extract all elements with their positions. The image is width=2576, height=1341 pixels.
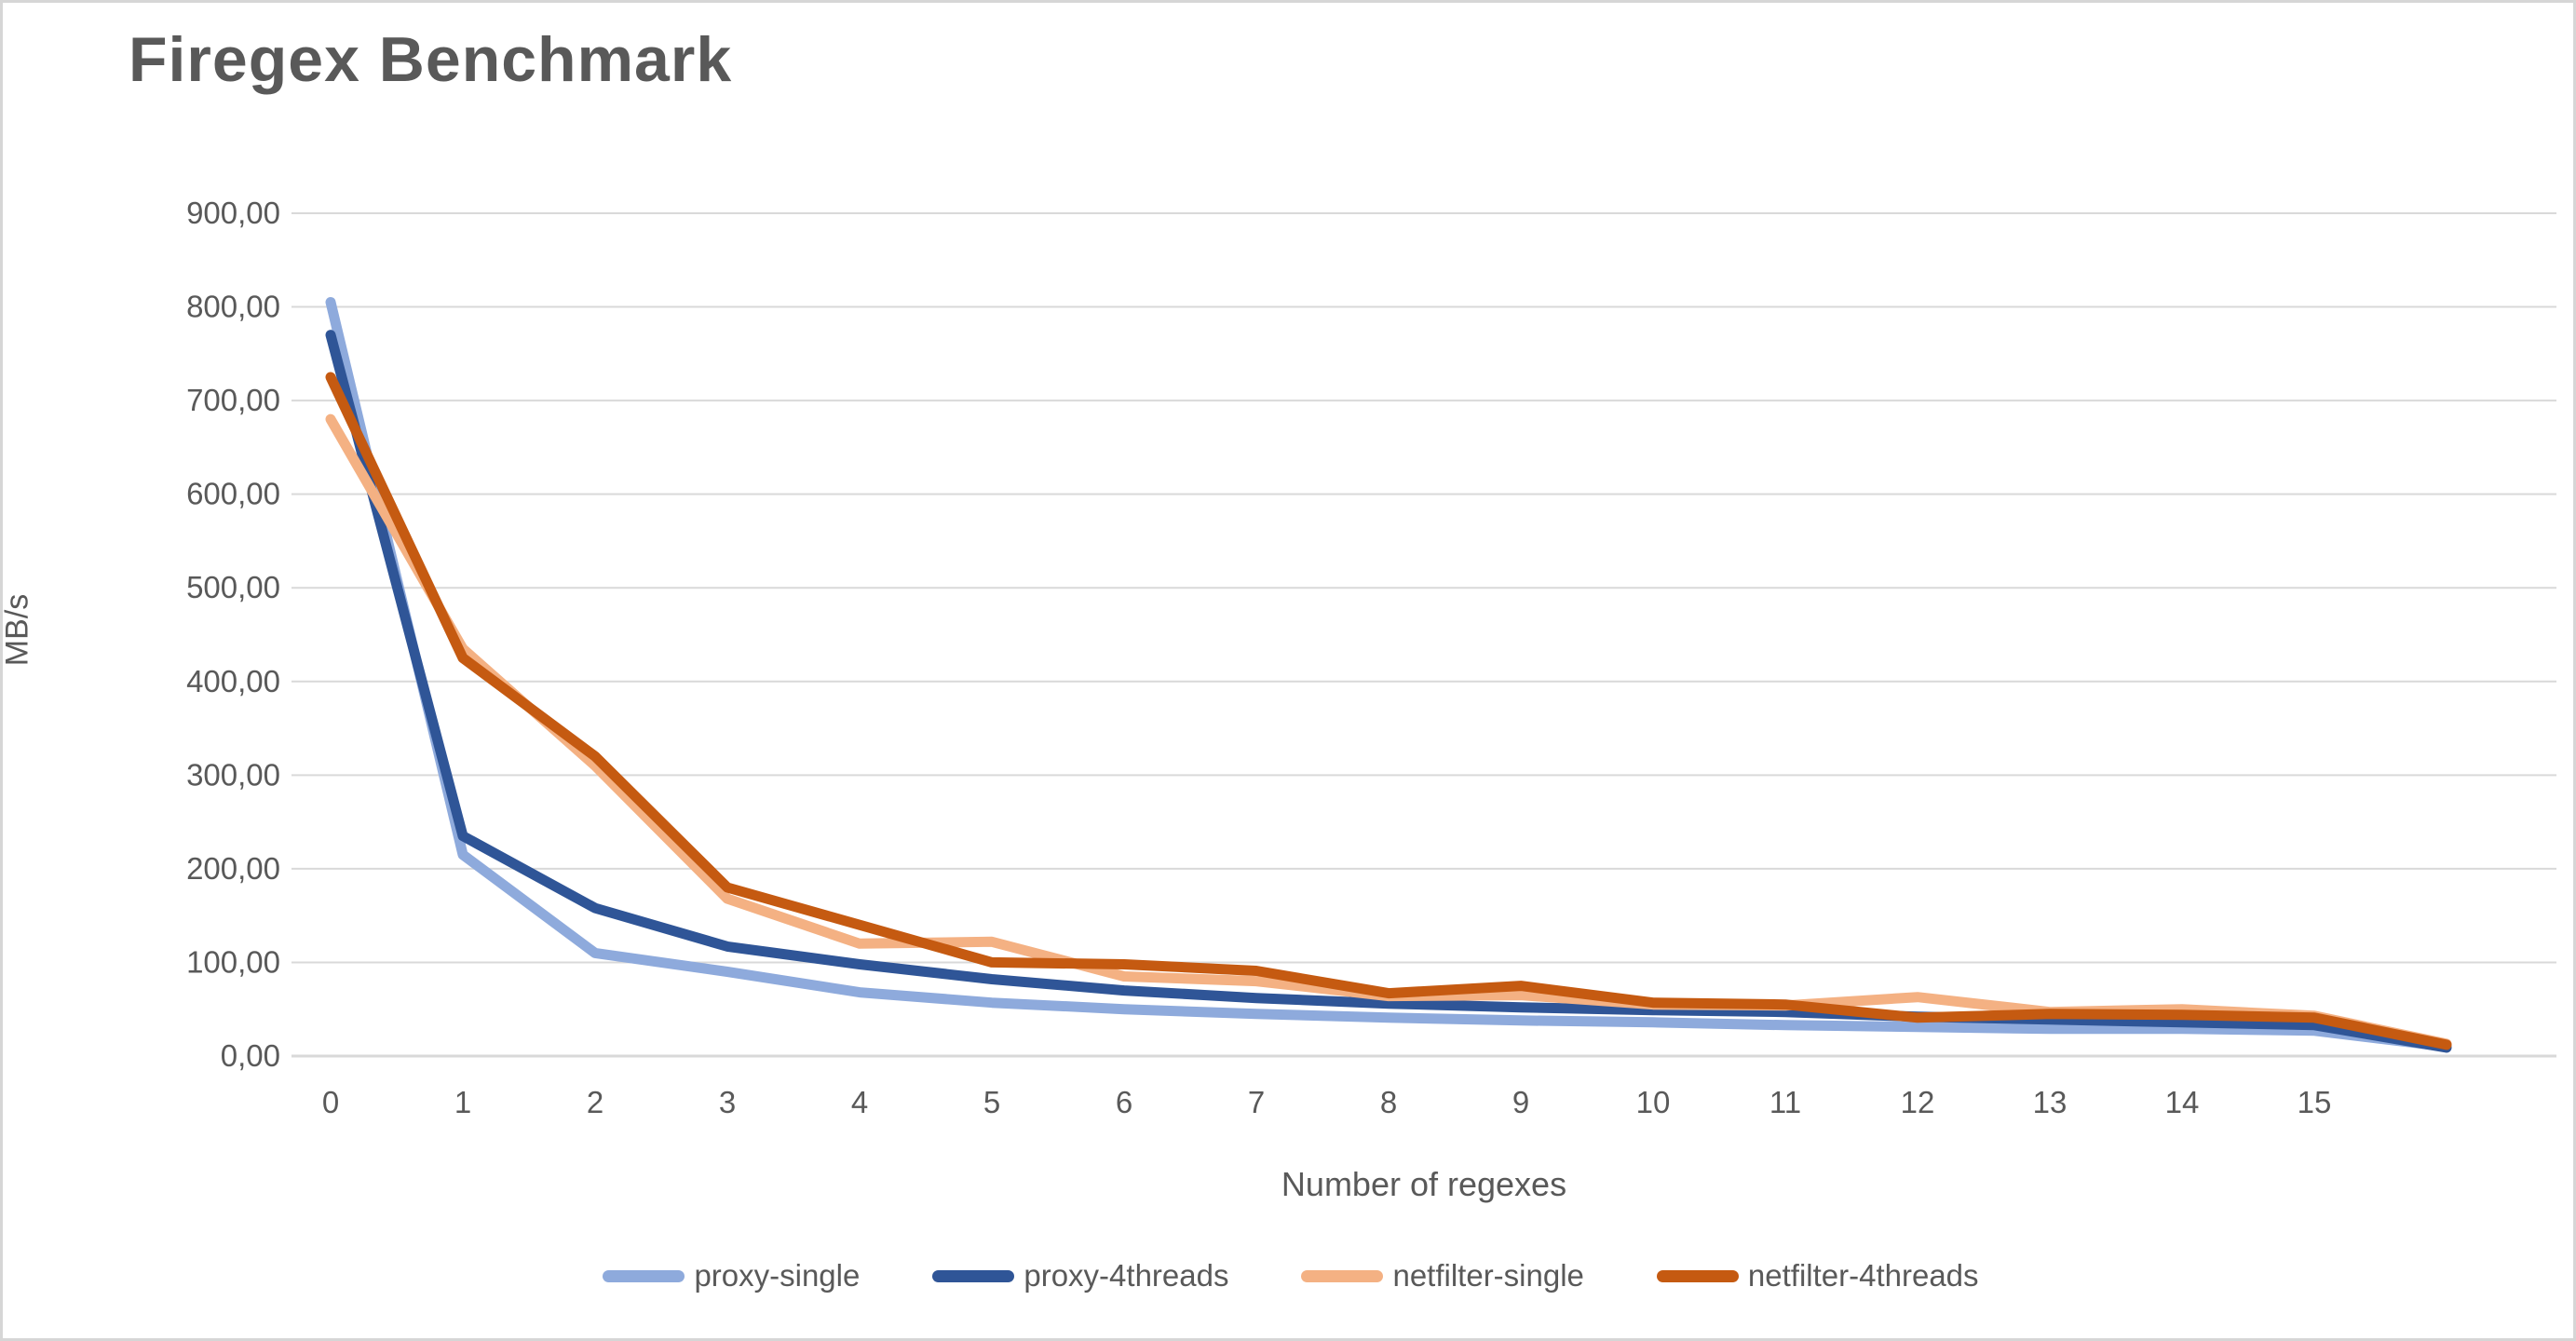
- legend-swatch-icon: [1656, 1269, 1739, 1282]
- legend-item-proxy-4threads: proxy-4threads: [932, 1258, 1228, 1294]
- x-tick-label: 11: [1769, 1085, 1801, 1119]
- x-tick-label: 9: [1512, 1085, 1529, 1119]
- legend-item-netfilter-4threads: netfilter-4threads: [1656, 1258, 1979, 1294]
- y-tick-label: 600,00: [186, 477, 280, 511]
- y-tick-label: 0,00: [221, 1038, 280, 1073]
- y-tick-label: 200,00: [186, 851, 280, 886]
- series-line-netfilter-single: [325, 413, 2452, 1050]
- x-tick-label: 5: [983, 1085, 1000, 1119]
- chart-title: Firegex Benchmark: [129, 24, 733, 95]
- legend-item-netfilter-single: netfilter-single: [1301, 1258, 1584, 1294]
- y-tick-label: 300,00: [186, 757, 280, 792]
- x-tick-label: 6: [1116, 1085, 1132, 1119]
- y-tick-label: 500,00: [186, 570, 280, 604]
- legend-swatch-icon: [603, 1269, 685, 1282]
- y-tick-label: 400,00: [186, 664, 280, 698]
- series-line-proxy-single: [325, 297, 2452, 1052]
- series-line-proxy-4threads: [325, 330, 2452, 1053]
- x-tick-label: 14: [2165, 1085, 2200, 1119]
- legend-swatch-icon: [1301, 1269, 1384, 1282]
- series-lines: [325, 297, 2452, 1053]
- y-tick-label: 800,00: [186, 290, 280, 324]
- x-tick-label: 1: [454, 1085, 471, 1119]
- legend-item-proxy-single: proxy-single: [603, 1258, 860, 1294]
- y-tick-label: 900,00: [186, 196, 280, 230]
- x-tick-label: 12: [1901, 1085, 1935, 1119]
- x-axis-title: Number of regexes: [1281, 1165, 1567, 1203]
- x-tick-labels: 0 1 2 3 4 5 6 7 8 9 10 11 12 13 14 15: [322, 1085, 2332, 1119]
- legend-label: netfilter-4threads: [1747, 1258, 1979, 1293]
- y-tick-label: 700,00: [186, 383, 280, 417]
- x-tick-label: 10: [1636, 1085, 1671, 1119]
- x-tick-label: 4: [851, 1085, 868, 1119]
- legend-swatch-icon: [932, 1269, 1015, 1282]
- x-tick-label: 7: [1248, 1085, 1265, 1119]
- legend-label: netfilter-single: [1392, 1258, 1584, 1293]
- x-tick-label: 0: [322, 1085, 339, 1119]
- y-tick-label: 100,00: [186, 944, 280, 979]
- x-tick-label: 15: [2298, 1085, 2332, 1119]
- x-tick-label: 2: [587, 1085, 603, 1119]
- y-tick-labels: 0,00 100,00 200,00 300,00 400,00 500,00 600,00…: [186, 196, 280, 1073]
- x-tick-label: 13: [2033, 1085, 2068, 1119]
- series-line-netfilter-4threads: [325, 372, 2452, 1050]
- gridlines: [291, 212, 2556, 1058]
- legend-label: proxy-4threads: [1024, 1258, 1229, 1293]
- x-tick-label: 3: [719, 1085, 736, 1119]
- x-tick-label: 8: [1380, 1085, 1397, 1119]
- legend: proxy-single proxy-4threads netfilter-sing…: [3, 1258, 2573, 1294]
- legend-label: proxy-single: [694, 1258, 861, 1293]
- plot-area: 0,00 100,00 200,00 300,00 400,00 500,00 600,00…: [186, 196, 2556, 1119]
